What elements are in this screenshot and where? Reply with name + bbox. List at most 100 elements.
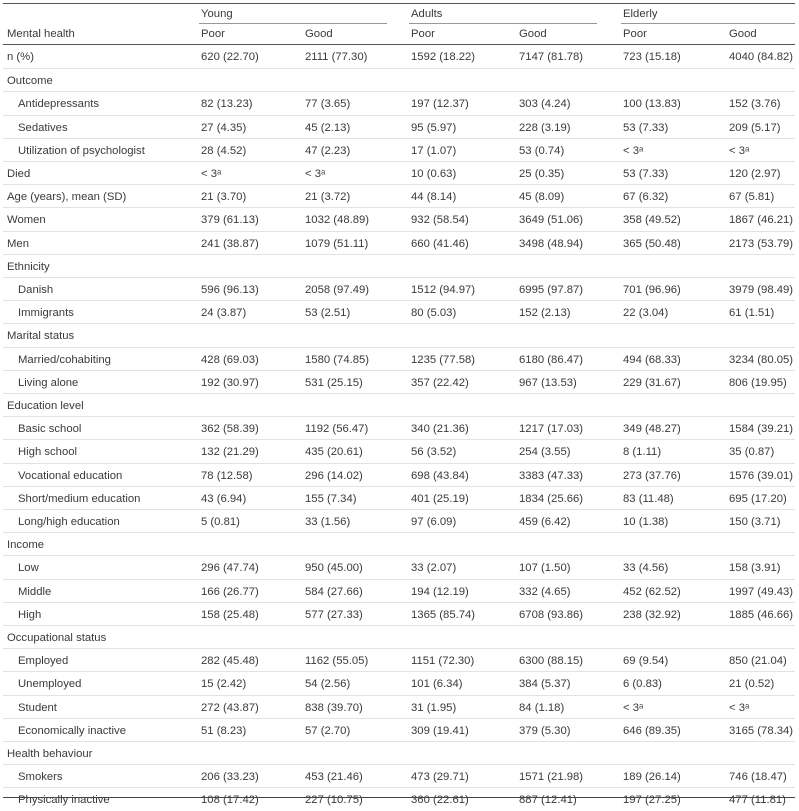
table-cell: 967 (13.53) [519,376,577,389]
table-cell: 17 (1.07) [411,144,457,157]
table-cell: 272 (43.87) [201,701,259,714]
table-cell: 698 (43.84) [411,469,469,482]
table-cell: 166 (26.77) [201,585,259,598]
row-label: Men [7,237,29,250]
table-cell: 646 (89.35) [623,724,681,737]
table-row: Student 272 (43.87) 838 (39.70) 31 (1.95) 84… [3,694,795,719]
table-cell: 45 (8.09) [519,191,565,204]
table-cell: 701 (96.96) [623,284,681,296]
table-cell: 453 (21.46) [305,771,363,784]
table-row: Died < 3ᵃ < 3ᵃ 10 (0.63) 25 (0.35) 53 (7.33) 1… [3,161,795,185]
table-cell: 950 (45.00) [305,562,363,575]
table-cell: 1580 (74.85) [305,353,370,366]
table-cell: 473 (29.71) [411,771,469,784]
table-cell: 806 (19.95) [729,376,787,389]
row-label: Age (years), mean (SD) [7,191,127,204]
table-row: Utilization of psychologist 28 (4.52) 47 (… [3,137,795,162]
table-row: Living alone 192 (30.97) 531 (25.15) 357 (2… [3,369,795,394]
table-cell: 100 (13.83) [623,98,681,111]
category-label: Marital status [7,330,75,343]
table-cell: 401 (25.19) [411,492,469,505]
table-row: Physically inactive 108 (17.42) 227 (10.75… [3,787,795,811]
row-label: Employed [18,655,69,668]
row-header-label: Mental health [7,28,75,40]
table-cell: 887 (12.41) [519,794,577,807]
table-cell: 384 (5.37) [519,678,571,691]
table-cell: 238 (32.92) [623,608,681,621]
table-cell: 21 (0.52) [729,678,775,691]
table-row: Low 296 (47.74) 950 (45.00) 33 (2.07) 107 (1… [3,555,795,579]
table-cell: 5 (0.81) [201,516,240,528]
table-cell: 107 (1.50) [519,562,571,575]
table-cell: 53 (7.33) [623,168,669,180]
table-cell: 21 (3.70) [201,191,247,204]
table-cell: 33 (4.56) [623,562,669,575]
category-row: Education level [3,393,795,417]
table-row: Short/medium education 43 (6.94) 155 (7.34… [3,485,795,510]
table-cell: 44 (8.14) [411,191,457,204]
table-cell: 3649 (51.06) [519,214,584,227]
table-cell: 6300 (88.15) [519,655,584,668]
table-row: Sedatives 27 (4.35) 45 (2.13) 95 (5.97) 228 … [3,114,795,139]
table-cell: 3979 (98.49) [729,284,794,296]
row-label: Antidepressants [18,98,100,111]
table-cell: 150 (3.71) [729,516,781,528]
table-row: Long/high education 5 (0.81) 33 (1.56) 97 (… [3,509,795,533]
table-cell: 358 (49.52) [623,214,681,227]
table-cell: 192 (30.97) [201,376,259,389]
table-cell: 4040 (84.82) [729,51,794,63]
group-rule-elderly [621,23,795,24]
table-cell: < 3ᵃ [729,144,750,157]
table-row: Unemployed 15 (2.42) 54 (2.56) 101 (6.34) 38… [3,671,795,695]
table-cell: < 3ᵃ [729,701,750,714]
category-label: Outcome [7,75,53,88]
table-cell: 82 (13.23) [201,98,253,111]
table-cell: 1162 (55.05) [305,655,369,668]
table-cell: 494 (68.33) [623,353,681,366]
row-label: Low [18,562,39,575]
table-cell: 33 (1.56) [305,516,351,528]
table-cell: 45 (2.13) [305,121,351,134]
table-cell: 303 (4.24) [519,98,571,111]
table-cell: 620 (22.70) [201,51,259,63]
table-cell: 452 (62.52) [623,585,681,598]
table-cell: < 3ᵃ [623,144,644,157]
category-row: Outcome [3,68,795,92]
table-cell: 43 (6.94) [201,492,247,505]
table-cell: 80 (5.03) [411,307,457,320]
table-cell: 254 (3.55) [519,446,571,459]
table-cell: < 3ᵃ [623,701,644,714]
table-cell: 3498 (48.94) [519,237,584,250]
table-cell: 531 (25.15) [305,376,363,389]
table-row: Vocational education 78 (12.58) 296 (14.02… [3,462,795,487]
table-row: Age (years), mean (SD) 21 (3.70) 21 (3.72)… [3,184,795,208]
subheader-adults-poor: Poor [411,28,435,40]
table-cell: 67 (5.81) [729,191,775,204]
row-label: Married/cohabiting [18,353,111,366]
table-cell: 15 (2.42) [201,678,247,691]
table-cell: 6708 (93.86) [519,608,584,621]
table-cell: 360 (22.61) [411,794,469,807]
table-cell: 296 (47.74) [201,562,259,575]
table-cell: 51 (8.23) [201,724,247,737]
group-rule-adults [409,23,597,24]
table-cell: 189 (26.14) [623,771,681,784]
table-cell: 158 (3.91) [729,562,781,575]
table-bottom-rule [3,797,795,798]
table-row: Employed 282 (45.48) 1162 (55.05) 1151 (72.… [3,648,795,672]
table-row: Economically inactive 51 (8.23) 57 (2.70) 3… [3,717,795,742]
table-cell: 8 (1.11) [623,446,662,459]
table-cell: 53 (2.51) [305,307,351,320]
table-cell: 152 (3.76) [729,98,781,111]
category-row: Health behaviour [3,741,795,765]
table-cell: 54 (2.56) [305,678,351,691]
row-label: High school [18,446,78,459]
table-cell: 1365 (85.74) [411,608,476,621]
group-header-adults: Adults [411,8,443,20]
row-label: Student [18,701,57,714]
table-cell: 1079 (51.11) [305,237,369,250]
table-cell: 3165 (78.34) [729,724,794,737]
table-cell: 273 (37.76) [623,469,681,482]
group-header-elderly: Elderly [623,8,658,20]
table-cell: 435 (20.61) [305,446,363,459]
